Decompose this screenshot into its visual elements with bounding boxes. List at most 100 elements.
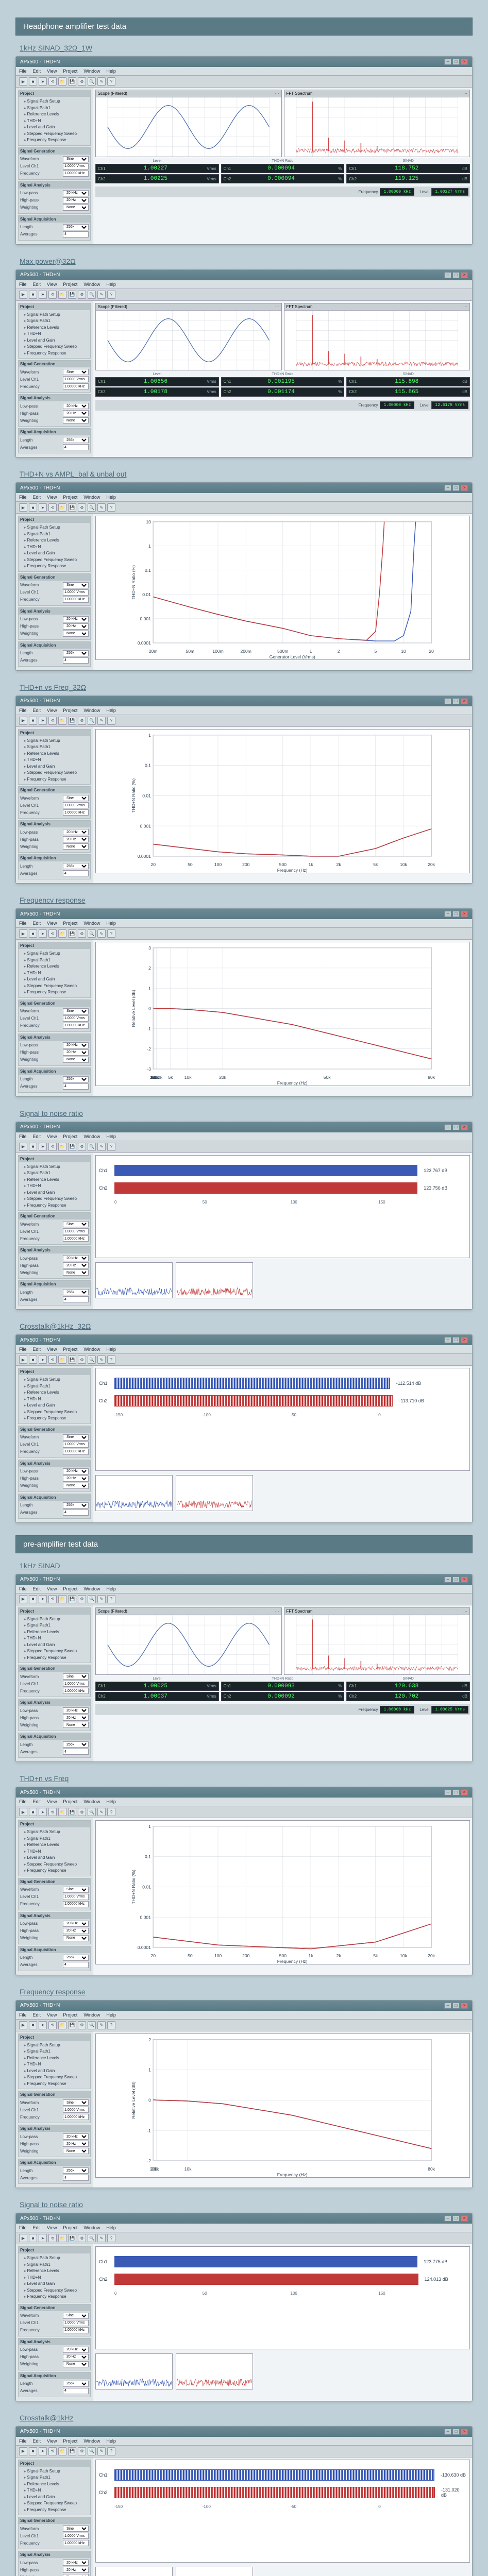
weight-select[interactable]: None [63, 417, 89, 423]
menu-file[interactable]: File [19, 1347, 27, 1352]
waveform-select[interactable]: Sine [63, 1434, 89, 1440]
menu-window[interactable]: Window [83, 282, 100, 287]
level-input[interactable] [63, 1228, 89, 1234]
menu-view[interactable]: View [47, 1134, 57, 1139]
avg-input[interactable] [63, 870, 89, 876]
menu-view[interactable]: View [47, 2438, 57, 2444]
project-tree[interactable]: Signal Path SetupSignal Path1Reference L… [20, 2255, 89, 2300]
waveform-select[interactable]: Sine [63, 2526, 89, 2532]
level-input[interactable] [63, 1681, 89, 1687]
tree-node[interactable]: Signal Path Setup [20, 2255, 89, 2262]
project-tree[interactable]: Signal Path SetupSignal Path1Reference L… [20, 312, 89, 357]
tool-btn-0[interactable]: ▶ [19, 1808, 27, 1816]
len-select[interactable]: 256k [63, 1741, 89, 1748]
tool-btn-0[interactable]: ▶ [19, 2021, 27, 2029]
level-input[interactable] [63, 2320, 89, 2326]
tool-btn-6[interactable]: ⚙ [78, 929, 86, 938]
tree-node[interactable]: Stepped Frequency Sweep [20, 770, 89, 776]
tree-node[interactable]: THD+N [20, 2061, 89, 2068]
tool-btn-1[interactable]: ■ [29, 2021, 37, 2029]
tool-btn-2[interactable]: ➤ [39, 717, 47, 725]
tree-node[interactable]: Signal Path1 [20, 1383, 89, 1390]
tree-node[interactable]: Level and Gain [20, 1402, 89, 1409]
lowpass-select[interactable]: 20 kHz [63, 2347, 89, 2353]
tool-btn-6[interactable]: ⚙ [78, 77, 86, 86]
tool-btn-6[interactable]: ⚙ [78, 503, 86, 512]
tool-btn-1[interactable]: ■ [29, 929, 37, 938]
menu-help[interactable]: Help [106, 2438, 116, 2444]
menu-help[interactable]: Help [106, 282, 116, 287]
freq-input[interactable] [63, 1449, 89, 1455]
close-button[interactable]: × [461, 911, 468, 917]
tool-btn-5[interactable]: 💾 [68, 2021, 76, 2029]
tree-node[interactable]: Reference Levels [20, 1629, 89, 1636]
menu-window[interactable]: Window [83, 2438, 100, 2444]
menu-window[interactable]: Window [83, 1586, 100, 1591]
tool-btn-8[interactable]: ✎ [97, 2021, 106, 2029]
tree-node[interactable]: Frequency Response [20, 989, 89, 996]
tool-btn-5[interactable]: 💾 [68, 717, 76, 725]
level-input[interactable] [63, 1442, 89, 1448]
menu-file[interactable]: File [19, 2438, 27, 2444]
tool-btn-5[interactable]: 💾 [68, 2234, 76, 2242]
avg-input[interactable] [63, 231, 89, 238]
menu-window[interactable]: Window [83, 1347, 100, 1352]
weight-select[interactable]: None [63, 843, 89, 850]
menu-window[interactable]: Window [83, 495, 100, 500]
menu-window[interactable]: Window [83, 1799, 100, 1804]
min-button[interactable]: – [444, 698, 451, 704]
tool-btn-0[interactable]: ▶ [19, 1595, 27, 1603]
freq-input[interactable] [63, 1901, 89, 1907]
level-input[interactable] [63, 376, 89, 382]
avg-input[interactable] [63, 1510, 89, 1516]
menu-file[interactable]: File [19, 282, 27, 287]
highpass-select[interactable]: 20 Hz [63, 2567, 89, 2573]
lowpass-select[interactable]: 20 kHz [63, 1255, 89, 1261]
menu-file[interactable]: File [19, 2225, 27, 2230]
min-button[interactable]: – [444, 1789, 451, 1795]
menu-file[interactable]: File [19, 2012, 27, 2018]
min-button[interactable]: – [444, 2215, 451, 2222]
min-button[interactable]: – [444, 485, 451, 491]
tree-node[interactable]: Reference Levels [20, 537, 89, 544]
tree-node[interactable]: Frequency Response [20, 1655, 89, 1662]
level-input[interactable] [63, 2107, 89, 2113]
tool-btn-7[interactable]: 🔍 [88, 2021, 96, 2029]
tool-btn-4[interactable]: 📁 [58, 77, 66, 86]
tool-btn-3[interactable]: ⟲ [48, 1808, 57, 1816]
tool-btn-0[interactable]: ▶ [19, 503, 27, 512]
menu-help[interactable]: Help [106, 2225, 116, 2230]
tool-btn-3[interactable]: ⟲ [48, 1355, 57, 1364]
tree-node[interactable]: Reference Levels [20, 1842, 89, 1849]
tree-node[interactable]: Reference Levels [20, 1177, 89, 1183]
tool-btn-0[interactable]: ▶ [19, 77, 27, 86]
tool-btn-6[interactable]: ⚙ [78, 291, 86, 299]
tree-node[interactable]: Signal Path1 [20, 2262, 89, 2268]
tree-node[interactable]: Level and Gain [20, 1190, 89, 1196]
tool-btn-9[interactable]: ? [107, 929, 115, 938]
highpass-select[interactable]: 20 Hz [63, 1476, 89, 1482]
max-button[interactable]: □ [452, 1789, 460, 1795]
menu-window[interactable]: Window [83, 1134, 100, 1139]
lowpass-select[interactable]: 20 kHz [63, 829, 89, 835]
tool-btn-5[interactable]: 💾 [68, 2447, 76, 2455]
tool-btn-7[interactable]: 🔍 [88, 503, 96, 512]
tool-btn-5[interactable]: 💾 [68, 291, 76, 299]
tool-btn-8[interactable]: ✎ [97, 1143, 106, 1151]
len-select[interactable]: 256k [63, 1502, 89, 1509]
len-select[interactable]: 256k [63, 1955, 89, 1961]
tool-btn-6[interactable]: ⚙ [78, 1143, 86, 1151]
tool-btn-9[interactable]: ? [107, 1143, 115, 1151]
menu-edit[interactable]: Edit [33, 1799, 41, 1804]
tool-btn-8[interactable]: ✎ [97, 1808, 106, 1816]
menu-file[interactable]: File [19, 921, 27, 926]
tool-btn-0[interactable]: ▶ [19, 2234, 27, 2242]
menu-view[interactable]: View [47, 1586, 57, 1591]
menu-file[interactable]: File [19, 1586, 27, 1591]
menu-edit[interactable]: Edit [33, 282, 41, 287]
close-button[interactable]: × [461, 485, 468, 491]
tool-btn-0[interactable]: ▶ [19, 291, 27, 299]
menu-help[interactable]: Help [106, 1586, 116, 1591]
level-input[interactable] [63, 802, 89, 808]
panel-menu-icon[interactable]: ⋯ [275, 1609, 279, 1614]
